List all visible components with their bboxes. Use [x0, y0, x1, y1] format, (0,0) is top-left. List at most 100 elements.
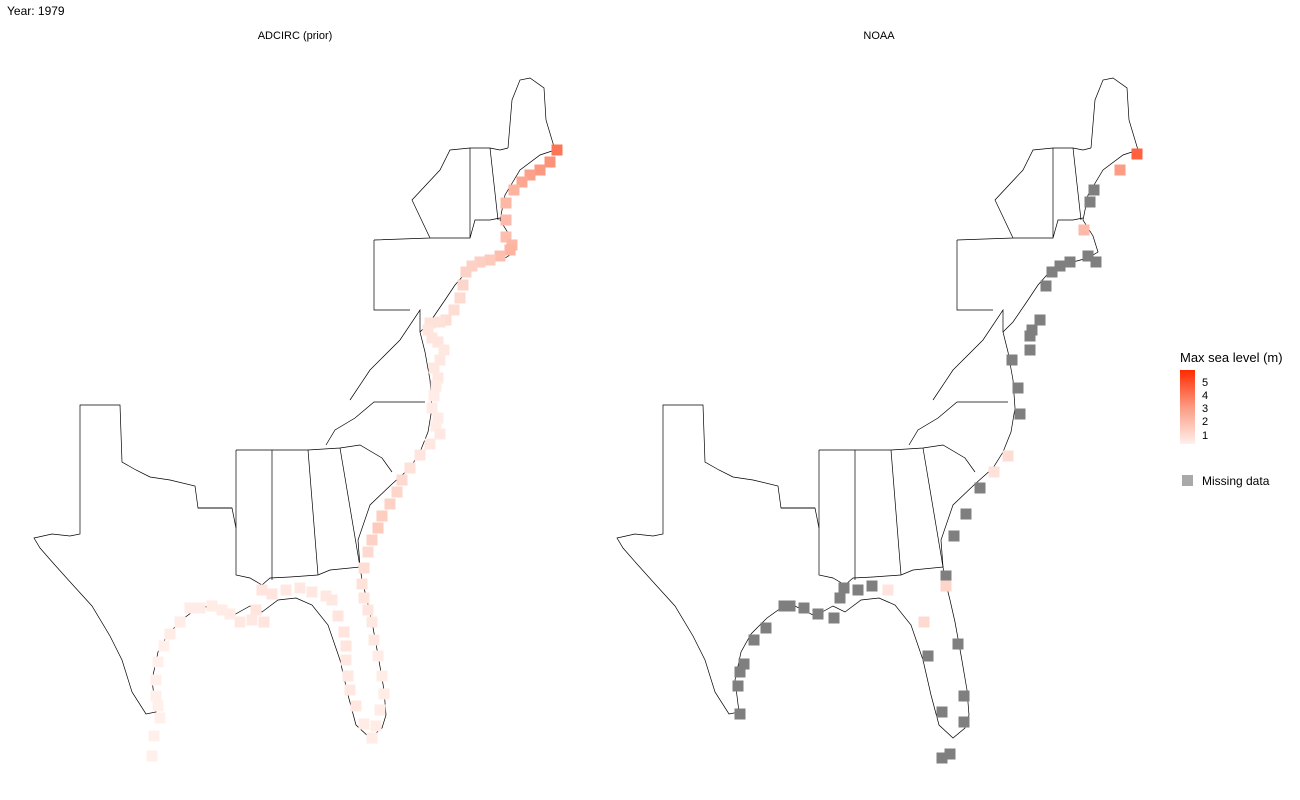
adcirc-station-marker	[350, 700, 362, 712]
noaa-station-missing-marker	[1054, 260, 1066, 272]
adcirc-station-marker	[356, 578, 368, 590]
noaa-station-missing-marker	[944, 748, 956, 760]
noaa-station-marker	[1002, 450, 1014, 462]
map-panel-noaa	[616, 77, 1143, 764]
legend-color-bar	[1180, 370, 1195, 444]
adcirc-station-marker	[372, 522, 384, 534]
adcirc-station-marker	[378, 688, 390, 700]
adcirc-station-marker	[332, 610, 344, 622]
adcirc-station-marker	[508, 184, 520, 196]
noaa-station-missing-marker	[1034, 314, 1046, 326]
noaa-station-missing-marker	[734, 708, 746, 720]
adcirc-station-marker	[432, 336, 444, 348]
page-title: Year: 1979	[7, 4, 65, 18]
noaa-station-marker	[1131, 148, 1143, 160]
adcirc-station-marker	[164, 628, 176, 640]
noaa-station-missing-marker	[1064, 256, 1076, 268]
legend-tick-1: 1	[1202, 430, 1209, 442]
adcirc-station-marker	[500, 231, 512, 243]
adcirc-station-marker	[466, 260, 478, 272]
adcirc-station-marker	[404, 462, 416, 474]
noaa-station-missing-marker	[866, 580, 878, 592]
legend-tick-2: 2	[1202, 416, 1209, 428]
noaa-station-missing-marker	[1084, 196, 1096, 208]
noaa-station-missing-marker	[1040, 280, 1052, 292]
noaa-station-missing-marker	[812, 608, 824, 620]
adcirc-station-marker	[494, 250, 506, 262]
adcirc-station-marker	[246, 614, 258, 626]
adcirc-station-marker	[430, 420, 442, 432]
noaa-station-missing-marker	[778, 600, 790, 612]
adcirc-station-marker	[194, 602, 206, 614]
adcirc-station-marker	[280, 584, 292, 596]
adcirc-station-marker	[372, 650, 384, 662]
adcirc-station-marker	[500, 214, 512, 226]
noaa-stations	[732, 148, 1143, 764]
map-panel-adcirc	[33, 77, 563, 762]
adcirc-station-marker	[358, 718, 370, 730]
noaa-station-marker	[1078, 224, 1090, 236]
noaa-station-marker	[940, 580, 952, 592]
adcirc-station-marker	[432, 372, 444, 384]
noaa-station-missing-marker	[1082, 250, 1094, 262]
adcirc-station-marker	[154, 712, 166, 724]
adcirc-stations	[146, 144, 563, 762]
adcirc-station-marker	[216, 604, 228, 616]
adcirc-station-marker	[152, 700, 164, 712]
adcirc-station-marker	[150, 690, 162, 702]
interior-borders-outline	[198, 147, 509, 580]
adcirc-station-marker	[426, 332, 438, 344]
adcirc-station-marker	[544, 156, 556, 168]
panel-title-adcirc: ADCIRC (prior)	[257, 30, 333, 42]
noaa-station-missing-marker	[734, 666, 746, 678]
adcirc-station-marker	[366, 616, 378, 628]
adcirc-station-marker	[344, 684, 356, 696]
adcirc-station-marker	[500, 197, 512, 209]
noaa-station-missing-marker	[784, 600, 796, 612]
interior-borders-outline-noaa	[781, 147, 1092, 580]
adcirc-station-marker	[146, 750, 158, 762]
adcirc-station-marker	[320, 590, 332, 602]
noaa-station-marker	[1114, 164, 1126, 176]
state-outlines	[33, 77, 556, 739]
adcirc-station-marker	[148, 730, 160, 742]
legend-tick-3: 3	[1202, 403, 1209, 415]
adcirc-station-marker	[457, 279, 469, 291]
noaa-station-missing-marker	[838, 582, 850, 594]
adcirc-station-marker	[206, 600, 218, 612]
adcirc-station-marker	[326, 594, 338, 606]
noaa-station-missing-marker	[1088, 184, 1100, 196]
adcirc-station-marker	[484, 254, 496, 266]
adcirc-station-marker	[414, 449, 426, 461]
noaa-station-missing-marker	[828, 612, 840, 624]
noaa-station-missing-marker	[936, 706, 948, 718]
adcirc-station-marker	[430, 380, 442, 392]
adcirc-station-marker	[370, 720, 382, 732]
adcirc-station-marker	[434, 316, 446, 328]
noaa-station-missing-marker	[748, 634, 760, 646]
panel-title-noaa: NOAA	[863, 30, 895, 42]
adcirc-station-marker	[448, 304, 460, 316]
adcirc-station-marker	[424, 438, 436, 450]
adcirc-station-marker	[454, 292, 466, 304]
adcirc-station-marker	[440, 314, 452, 326]
noaa-station-missing-marker	[958, 690, 970, 702]
adcirc-station-marker	[434, 354, 446, 366]
noaa-station-missing-marker	[960, 508, 972, 520]
adcirc-station-marker	[366, 732, 378, 744]
noaa-station-missing-marker	[958, 716, 970, 728]
adcirc-station-marker	[438, 344, 450, 356]
adcirc-station-marker	[338, 626, 350, 638]
adcirc-station-marker	[362, 604, 374, 616]
adcirc-station-marker	[340, 654, 352, 666]
noaa-station-missing-marker	[798, 602, 810, 614]
adcirc-station-marker	[174, 616, 186, 628]
noaa-station-missing-marker	[1024, 344, 1036, 356]
missing-data-swatch	[1182, 475, 1193, 486]
adcirc-station-marker	[432, 412, 444, 424]
adcirc-station-marker	[368, 634, 380, 646]
noaa-station-missing-marker	[1006, 354, 1018, 366]
adcirc-station-marker	[366, 534, 378, 546]
legend-tick-5: 5	[1202, 377, 1209, 389]
